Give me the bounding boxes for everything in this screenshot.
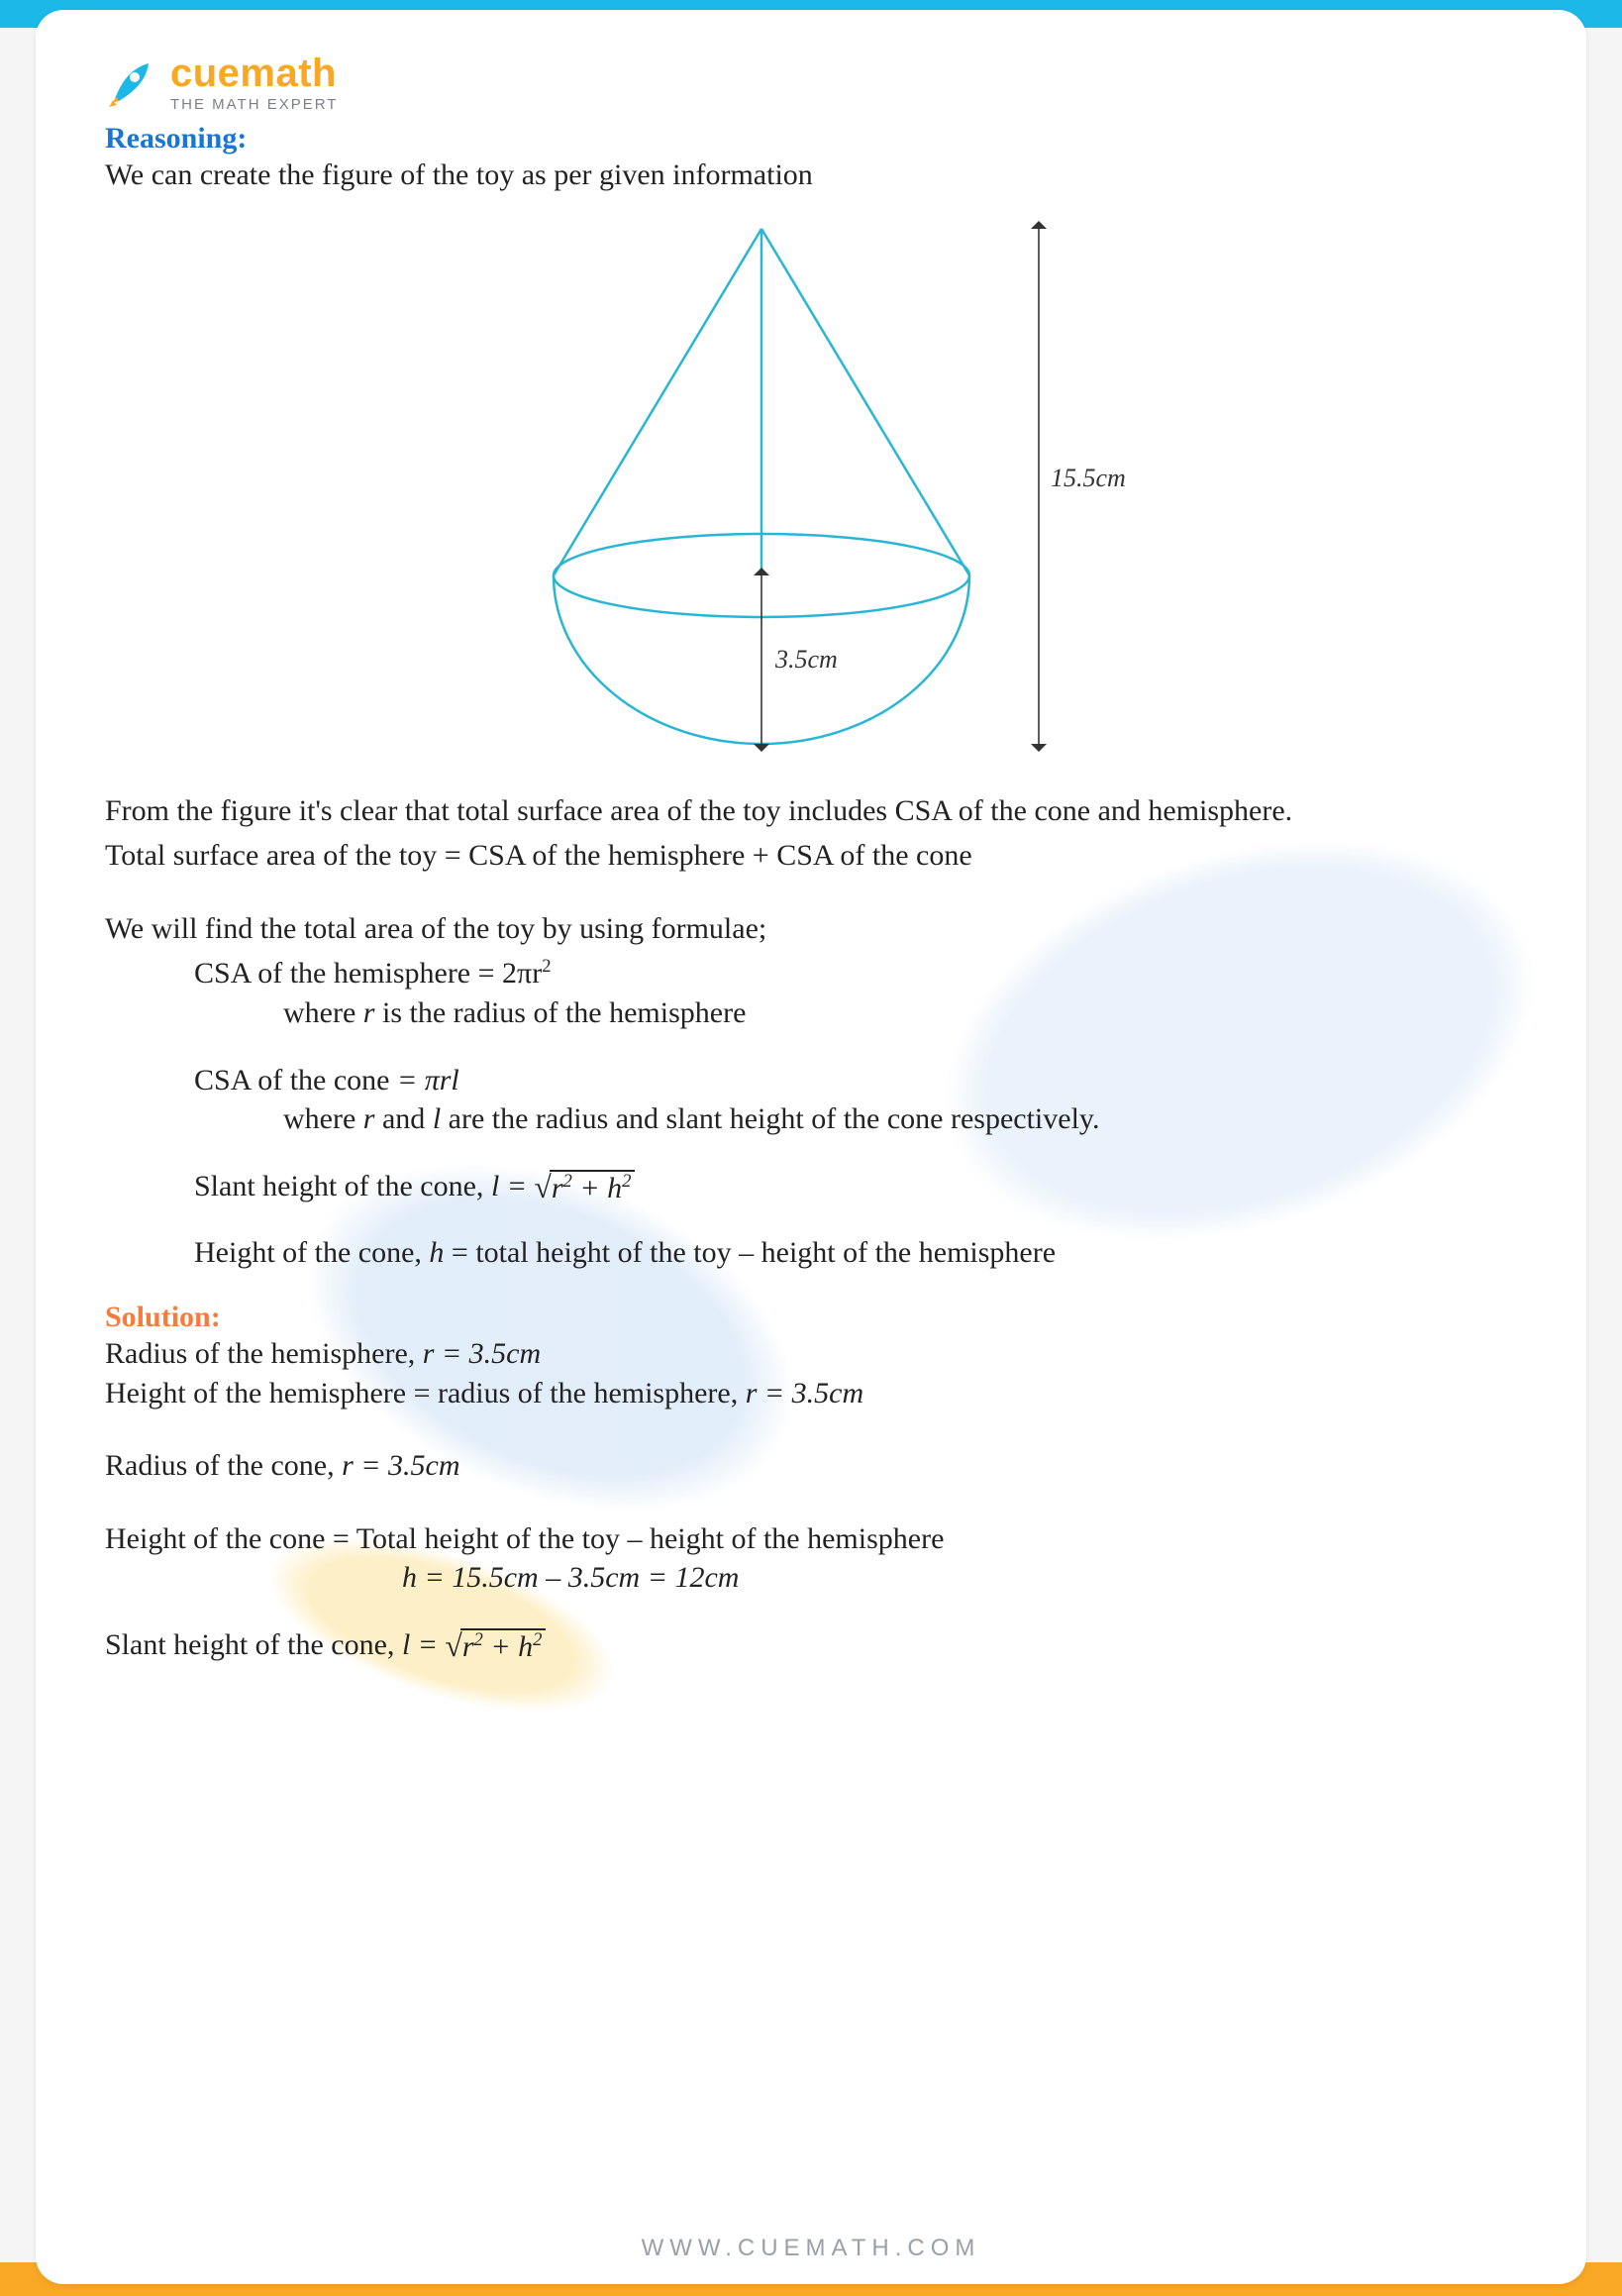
brand-name: cuemath — [170, 53, 338, 93]
svg-text:15.5cm: 15.5cm — [1051, 464, 1126, 492]
csa-cone-eq: = πrl — [397, 1064, 459, 1096]
sol-slant-lhs: l = — [402, 1628, 446, 1661]
sol-height-cone-line1: Height of the cone = Total height of the… — [105, 1519, 1517, 1559]
footer-url: WWW.CUEMATH.COM — [36, 2235, 1586, 2262]
brand-tagline: THE MATH EXPERT — [170, 97, 338, 112]
csa-cone-formula: CSA of the cone = πrl — [105, 1061, 1517, 1100]
slant-lhs: l = — [491, 1170, 535, 1202]
reasoning-heading: Reasoning: — [105, 122, 1517, 156]
sol-height-hemi-val: r = 3.5cm — [746, 1377, 863, 1409]
sol-radius-hemi-label: Radius of the hemisphere, — [105, 1337, 423, 1370]
height-cone-line: Height of the cone, h = total height of … — [105, 1233, 1517, 1273]
brand-logo: cuemath THE MATH EXPERT — [105, 53, 1517, 112]
csa-cone-where: where r and l are the radius and slant h… — [105, 1099, 1517, 1139]
page-card: cuemath THE MATH EXPERT Reasoning: We ca… — [36, 10, 1586, 2284]
sol-radius-cone-val: r = 3.5cm — [342, 1449, 459, 1482]
svg-text:3.5cm: 3.5cm — [774, 645, 838, 674]
brand-text: cuemath THE MATH EXPERT — [170, 53, 338, 112]
page-content: cuemath THE MATH EXPERT Reasoning: We ca… — [105, 53, 1517, 1665]
solution-heading: Solution: — [105, 1301, 1517, 1334]
sol-height-hemi-label: Height of the hemisphere = radius of the… — [105, 1377, 746, 1409]
rocket-icon — [105, 57, 156, 109]
sol-radius-cone: Radius of the cone, r = 3.5cm — [105, 1446, 1517, 1486]
toy-figure: 15.5cm 3.5cm — [105, 209, 1517, 764]
after-fig-text-2: Total surface area of the toy = CSA of t… — [105, 836, 1517, 876]
sol-slant-label: Slant height of the cone, — [105, 1628, 402, 1661]
formulae-intro: We will find the total area of the toy b… — [105, 909, 1517, 949]
csa-hemi-eq: = 2πr — [478, 957, 543, 990]
sol-radius-cone-label: Radius of the cone, — [105, 1449, 342, 1482]
sol-radius-hemi-val: r = 3.5cm — [423, 1337, 541, 1370]
after-fig-text-1: From the figure it's clear that total su… — [105, 791, 1517, 831]
intro-text: We can create the figure of the toy as p… — [105, 156, 1517, 195]
sol-slant-height: Slant height of the cone, l = √r2 + h2 — [105, 1625, 1517, 1665]
csa-cone-label: CSA of the cone — [194, 1064, 397, 1096]
csa-hemi-where: where r is the radius of the hemisphere — [105, 993, 1517, 1033]
sol-radius-hemi: Radius of the hemisphere, r = 3.5cm — [105, 1334, 1517, 1374]
csa-hemisphere-formula: CSA of the hemisphere = 2πr2 — [105, 954, 1517, 993]
sol-height-hemi: Height of the hemisphere = radius of the… — [105, 1374, 1517, 1413]
sol-height-cone-line2: h = 15.5cm – 3.5cm = 12cm — [105, 1558, 1517, 1598]
slant-height-formula: Slant height of the cone, l = √r2 + h2 — [105, 1167, 1517, 1206]
csa-hemi-label: CSA of the hemisphere — [194, 957, 478, 990]
slant-label: Slant height of the cone, — [194, 1170, 491, 1202]
